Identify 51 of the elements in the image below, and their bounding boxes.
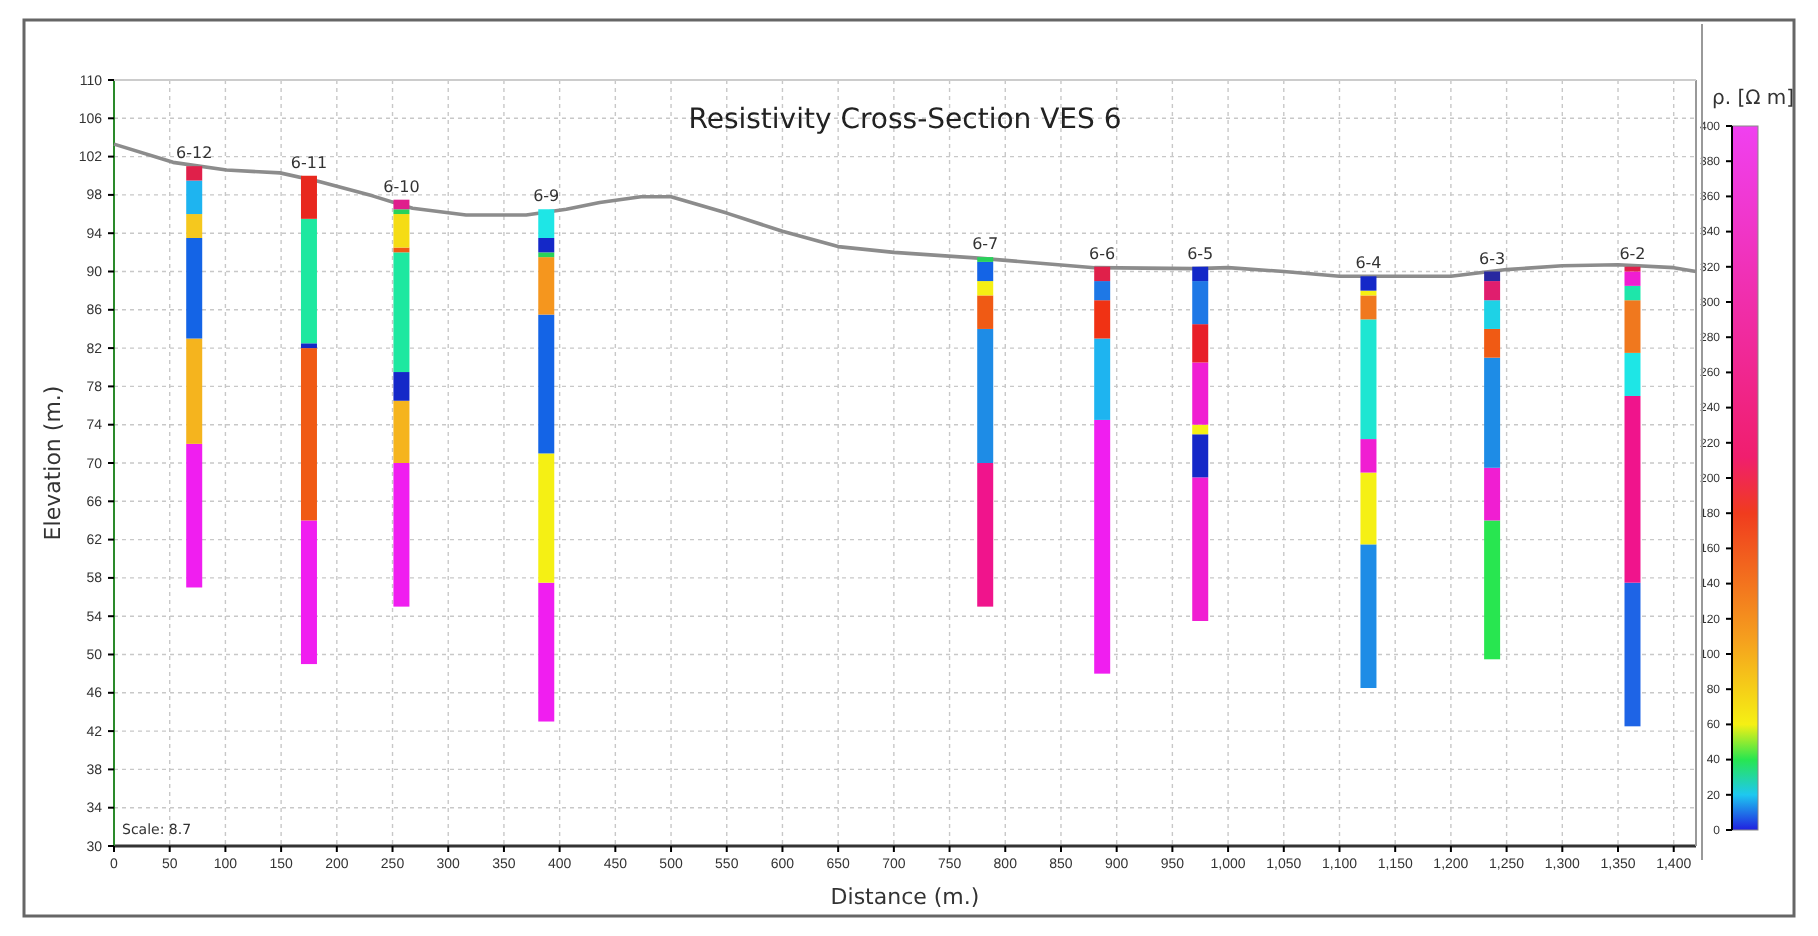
bar: [300, 520, 317, 665]
annotation: 6-7: [972, 235, 999, 254]
bar: [1094, 300, 1111, 339]
annotation: 6-9: [533, 187, 560, 206]
bar: [186, 214, 203, 238]
bar: [186, 338, 203, 444]
bar: [393, 400, 410, 463]
bar: [1624, 582, 1641, 727]
bar: [1624, 395, 1641, 583]
bar: [1360, 544, 1377, 689]
color-bar-title: ρ. [Ω m]: [1712, 88, 1795, 110]
bar: [1484, 281, 1501, 301]
bar: [186, 180, 203, 215]
bar: [393, 463, 410, 607]
bar: [977, 328, 994, 463]
bar: [538, 257, 555, 315]
bar: [393, 252, 410, 373]
bar: [1624, 285, 1641, 301]
bar: [977, 463, 994, 607]
annotation: 6-10: [383, 177, 420, 196]
bar: [300, 175, 317, 219]
bar: [1624, 352, 1641, 396]
annotation: 6-4: [1355, 254, 1382, 273]
annotation: 6-6: [1089, 244, 1116, 263]
x-axis-title: Distance (m.): [830, 884, 980, 910]
bar: [1192, 324, 1209, 363]
bar: [1360, 295, 1377, 320]
bar: [186, 443, 203, 588]
annotation: 6-3: [1479, 249, 1506, 268]
bar: [538, 582, 555, 722]
bar: [300, 218, 317, 344]
bar: [393, 214, 410, 248]
bar: [538, 209, 555, 238]
bar: [1192, 281, 1209, 325]
annotation: 6-5: [1187, 244, 1214, 263]
bar: [1484, 357, 1501, 468]
bar: [1484, 520, 1501, 660]
bar: [1624, 271, 1641, 286]
y-axis-title: Elevation (m.): [40, 385, 66, 541]
bar: [1192, 266, 1209, 282]
bar: [1484, 271, 1501, 282]
bar: [1360, 319, 1377, 440]
annotation: 6-11: [290, 153, 328, 172]
bar: [1094, 419, 1111, 674]
bar: [1484, 300, 1501, 329]
annotation: 6-12: [176, 144, 213, 163]
bar: [393, 199, 410, 210]
bar: [1360, 276, 1377, 291]
text: Resistivity Cross-Section VES 6: [688, 104, 1122, 136]
line-series: [112, 142, 1698, 279]
annotation: 6-2: [1619, 244, 1646, 263]
